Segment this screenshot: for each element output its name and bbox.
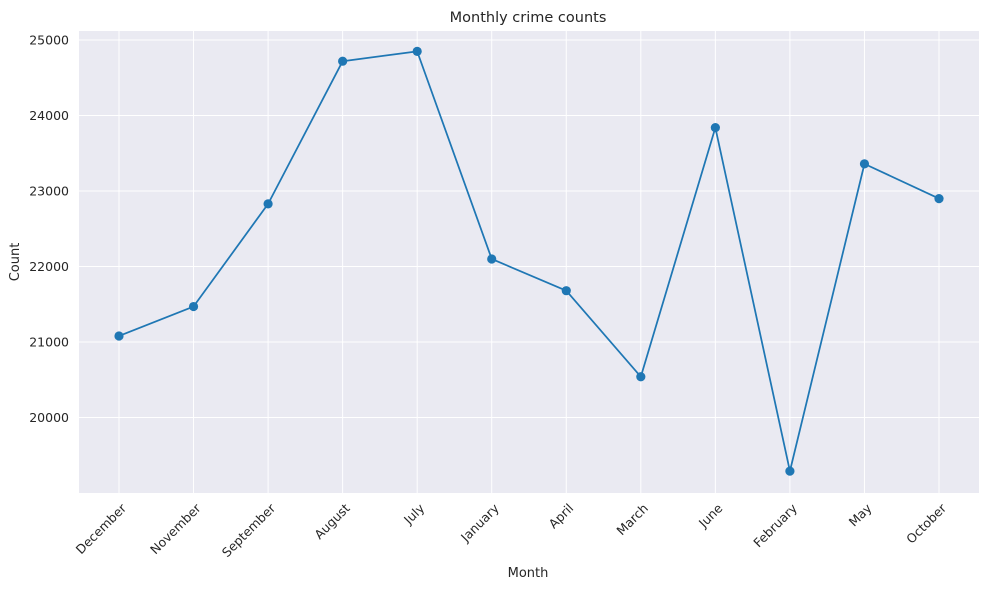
data-point-october	[934, 193, 944, 204]
y-tick-label: 23000	[29, 184, 69, 199]
grid-lines	[79, 31, 979, 493]
x-tick-label: August	[311, 500, 353, 542]
data-point-june	[710, 123, 720, 133]
data-point-december	[114, 331, 124, 341]
data-point-september	[263, 199, 273, 209]
series-line	[118, 50, 940, 472]
y-tick-label: 25000	[29, 33, 69, 48]
chart-title: Monthly crime counts	[450, 10, 607, 26]
series-layer	[114, 46, 944, 476]
y-tick-label: 21000	[29, 335, 69, 350]
x-tick-label: January	[457, 500, 502, 545]
x-tick-label: October	[903, 500, 950, 547]
data-point-may	[859, 159, 870, 169]
x-tick-label: September	[219, 500, 279, 560]
y-axis-ticks: 20000 21000 22000 23000 24000 25000	[29, 33, 69, 425]
y-tick-label: 20000	[29, 410, 69, 425]
data-point-july	[412, 46, 422, 56]
data-point-february	[785, 466, 795, 476]
x-axis-ticks: December November September August July Janua…	[73, 500, 950, 560]
x-tick-label: June	[695, 500, 726, 531]
x-tick-label: July	[400, 500, 428, 528]
x-axis-label: Month	[508, 566, 549, 581]
plot-area	[79, 31, 979, 493]
x-tick-label: November	[147, 500, 204, 557]
data-point-april	[561, 286, 571, 296]
x-tick-label: March	[613, 501, 651, 539]
data-point-march	[636, 372, 646, 382]
y-tick-label: 24000	[29, 108, 69, 123]
x-tick-label: December	[73, 500, 130, 557]
data-point-november	[188, 301, 199, 312]
y-tick-label: 22000	[29, 259, 69, 274]
data-point-august	[338, 56, 348, 66]
y-axis-label: Count	[8, 243, 23, 282]
x-tick-label: February	[750, 500, 800, 550]
x-tick-label: May	[846, 500, 875, 529]
data-point-january	[487, 254, 497, 264]
x-tick-label: April	[546, 501, 577, 532]
